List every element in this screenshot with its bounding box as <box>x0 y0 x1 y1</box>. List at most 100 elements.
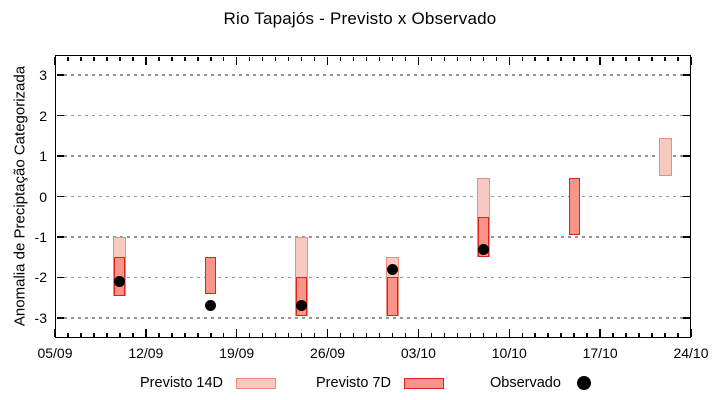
x-minor-tick <box>119 332 121 337</box>
x-minor-tick <box>404 56 407 61</box>
x-minor-tick <box>248 332 251 337</box>
x-minor-tick <box>119 56 121 61</box>
legend: Previsto 14D Previsto 7D Observado <box>0 369 720 397</box>
y-tick <box>56 155 64 157</box>
x-tick-label: 17/10 <box>582 345 618 361</box>
x-minor-tick <box>586 332 588 337</box>
x-minor-tick <box>248 56 251 61</box>
gridline <box>57 155 689 157</box>
y-tick-label: -3 <box>34 309 47 326</box>
gridline <box>57 236 689 238</box>
y-tick-label: 2 <box>39 107 47 124</box>
x-minor-tick <box>352 56 355 61</box>
bar-previsto-7d <box>296 277 308 316</box>
legend-swatch-previsto-14d <box>236 377 277 389</box>
x-minor-tick <box>287 332 290 337</box>
x-minor-tick <box>664 332 666 337</box>
x-minor-tick <box>573 332 575 337</box>
x-major-tick <box>235 328 238 337</box>
x-minor-tick <box>482 56 485 61</box>
x-minor-tick <box>443 332 446 337</box>
x-minor-tick <box>469 332 472 337</box>
x-minor-tick <box>651 56 653 61</box>
x-tick-label: 19/09 <box>219 345 255 361</box>
x-minor-tick <box>287 56 290 61</box>
gridline <box>57 114 689 117</box>
x-minor-tick <box>80 56 82 61</box>
x-minor-tick <box>378 332 381 337</box>
x-minor-tick <box>80 332 82 337</box>
y-tick-label: -1 <box>34 228 47 245</box>
y-tick-label: -2 <box>34 269 47 286</box>
x-major-tick <box>235 56 238 65</box>
observed-dot <box>296 300 308 312</box>
legend-item-previsto-7d: Previsto 7D <box>316 369 444 397</box>
x-minor-tick <box>521 56 523 61</box>
x-minor-tick <box>184 332 186 337</box>
x-tick-label: 10/10 <box>491 345 527 361</box>
x-minor-tick <box>456 332 459 337</box>
x-major-tick <box>326 328 329 337</box>
x-minor-tick <box>261 332 264 337</box>
x-minor-tick <box>651 332 653 337</box>
y-tick <box>56 74 64 76</box>
x-minor-tick <box>93 56 95 61</box>
x-minor-tick <box>261 56 264 61</box>
x-major-tick <box>508 328 511 337</box>
x-major-tick <box>54 56 56 65</box>
x-minor-tick <box>93 332 95 337</box>
gridline <box>57 276 689 279</box>
x-minor-tick <box>534 56 536 61</box>
x-major-tick <box>690 56 692 65</box>
gridline <box>57 317 689 319</box>
y-tick-label: 3 <box>39 67 47 84</box>
x-minor-tick <box>677 332 679 337</box>
x-minor-tick <box>67 332 69 337</box>
x-minor-tick <box>404 332 407 337</box>
y-tick <box>56 195 64 198</box>
observed-dot <box>477 243 489 255</box>
x-major-tick <box>54 328 56 337</box>
x-minor-tick <box>469 56 472 61</box>
x-minor-tick <box>132 332 134 337</box>
x-minor-tick <box>664 56 666 61</box>
x-minor-tick <box>339 56 342 61</box>
bar-previsto-14d <box>658 137 672 177</box>
x-minor-tick <box>171 332 173 337</box>
x-major-tick <box>599 328 601 337</box>
y-tick-label: 1 <box>39 148 47 165</box>
x-minor-tick <box>677 56 679 61</box>
x-tick-label: 26/09 <box>310 345 346 361</box>
chart-title: Rio Tapajós - Previsto x Observado <box>223 9 497 28</box>
x-major-tick <box>690 328 692 337</box>
x-minor-tick <box>560 56 562 61</box>
x-minor-tick <box>184 56 186 61</box>
x-major-tick <box>599 56 601 65</box>
y-tick <box>682 276 690 279</box>
x-minor-tick <box>482 332 485 337</box>
x-major-tick <box>326 56 329 65</box>
x-minor-tick <box>171 56 173 61</box>
x-minor-tick <box>313 332 316 337</box>
bar-previsto-7d <box>477 216 489 258</box>
x-minor-tick <box>612 56 614 61</box>
x-minor-tick <box>352 332 355 337</box>
x-tick-label: 03/10 <box>400 345 436 361</box>
x-minor-tick <box>67 56 69 61</box>
y-tick <box>682 317 690 319</box>
x-minor-tick <box>132 56 134 61</box>
x-minor-tick <box>197 56 199 61</box>
legend-label-previsto-7d: Previsto 7D <box>316 375 391 391</box>
x-minor-tick <box>430 56 433 61</box>
x-minor-tick <box>197 332 199 337</box>
observed-dot <box>386 263 398 275</box>
x-minor-tick <box>210 332 212 337</box>
x-minor-tick <box>573 56 575 61</box>
x-tick-label: 12/09 <box>128 345 164 361</box>
x-minor-tick <box>274 332 277 337</box>
x-minor-tick <box>547 56 549 61</box>
x-major-tick <box>145 328 147 337</box>
x-major-tick <box>145 56 147 65</box>
x-minor-tick <box>365 56 368 61</box>
